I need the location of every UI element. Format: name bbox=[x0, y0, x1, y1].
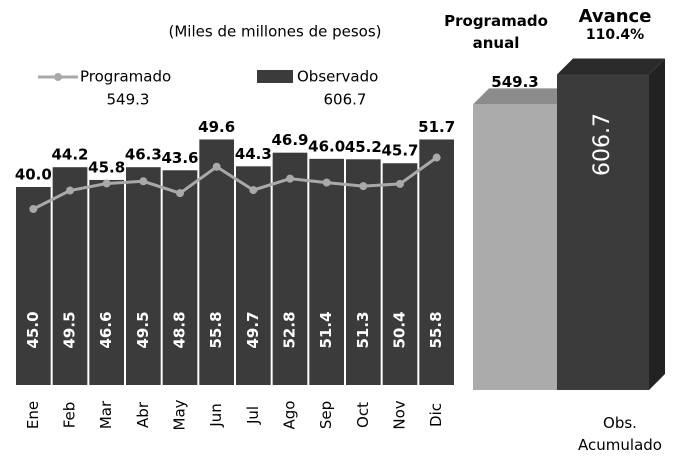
bar bbox=[162, 170, 198, 385]
line-marker bbox=[29, 205, 38, 213]
line bbox=[32, 156, 438, 211]
bar-side bbox=[649, 58, 665, 391]
bar bbox=[89, 179, 124, 385]
bar-value-label: 52.8 bbox=[281, 311, 299, 348]
line-marker bbox=[139, 177, 148, 186]
bar bbox=[557, 74, 649, 391]
line-marker bbox=[212, 162, 221, 171]
line-value-label: 44.2 bbox=[51, 146, 88, 164]
annotation-value: 110.4% bbox=[585, 27, 645, 43]
x-tick-label: Nov bbox=[391, 400, 409, 429]
line-value-label: 49.6 bbox=[198, 118, 235, 136]
bar bbox=[309, 158, 344, 385]
bar-value-label: 50.4 bbox=[391, 311, 409, 348]
line-value-label: 51.7 bbox=[418, 118, 455, 136]
line-marker bbox=[359, 182, 368, 191]
x-tick-label: Sep bbox=[317, 401, 335, 429]
bar-value-label: 51.3 bbox=[354, 311, 372, 348]
legend-total: 549.3 bbox=[107, 91, 150, 109]
bar-value-label: 49.5 bbox=[134, 311, 152, 348]
subtitle: (Miles de millones de pesos) bbox=[169, 23, 382, 41]
line-marker bbox=[286, 174, 294, 183]
x-tick-label: Abr bbox=[134, 401, 152, 428]
bar-value-label: 49.5 bbox=[61, 311, 79, 348]
annotation: Avance bbox=[578, 6, 652, 27]
bar bbox=[473, 104, 557, 390]
bar-value-label: 49.7 bbox=[244, 311, 262, 348]
bar-value-label: 606.7 bbox=[590, 113, 615, 176]
x-tick-label: Mar bbox=[97, 400, 115, 429]
line-value-label: 45.8 bbox=[88, 158, 125, 176]
bar bbox=[346, 159, 381, 385]
bar bbox=[419, 139, 454, 385]
line-marker bbox=[102, 179, 111, 188]
line-value-label: 46.3 bbox=[125, 146, 162, 164]
line-value-label: 46.0 bbox=[308, 137, 345, 155]
legend-label: Observado bbox=[297, 68, 378, 86]
line-value-label: 45.7 bbox=[381, 142, 418, 160]
bar-value-label: 46.6 bbox=[97, 311, 115, 348]
line-marker bbox=[249, 186, 258, 195]
x-tick-label: Jul bbox=[244, 406, 262, 425]
bar-value-label: 55.8 bbox=[207, 311, 225, 348]
bar bbox=[52, 167, 88, 385]
line-marker bbox=[66, 186, 74, 195]
category-label: Programado anual bbox=[444, 12, 548, 52]
x-tick-label: Feb bbox=[61, 402, 79, 429]
bar-value-label: 48.8 bbox=[171, 311, 189, 348]
bar bbox=[236, 166, 271, 385]
bar-value-label: 45.0 bbox=[24, 311, 42, 348]
bar-top bbox=[473, 88, 573, 105]
x-tick-label: Ago bbox=[281, 401, 299, 430]
bar-value-label: 51.4 bbox=[317, 311, 335, 348]
legend-swatch bbox=[257, 70, 293, 83]
line-marker bbox=[176, 189, 184, 198]
x-tick-label: Ene bbox=[24, 401, 42, 429]
bar bbox=[199, 139, 234, 385]
category-label: Obs. Acumulado bbox=[578, 414, 662, 454]
line-marker bbox=[432, 153, 441, 162]
legend-label: Programado bbox=[80, 68, 171, 86]
line-value-label: 40.0 bbox=[15, 166, 52, 184]
line-value-label: 44.3 bbox=[235, 145, 272, 163]
bar-value-label: 55.8 bbox=[427, 311, 445, 348]
legend-total: 606.7 bbox=[324, 91, 367, 109]
line-marker bbox=[322, 178, 331, 187]
line-value-label: 45.2 bbox=[345, 138, 382, 156]
bar-value-label: 549.3 bbox=[491, 73, 538, 91]
legend-marker bbox=[54, 73, 62, 81]
bar bbox=[16, 187, 51, 385]
x-tick-label: Dic bbox=[427, 403, 445, 427]
line-value-label: 46.9 bbox=[271, 131, 308, 149]
bar bbox=[126, 167, 161, 385]
line-marker bbox=[396, 179, 404, 188]
bar bbox=[382, 163, 418, 385]
bar bbox=[272, 152, 308, 385]
bar-top bbox=[557, 58, 665, 75]
line-value-label: 43.6 bbox=[161, 149, 198, 167]
x-tick-label: Oct bbox=[354, 402, 372, 428]
x-tick-label: May bbox=[171, 399, 189, 430]
x-tick-label: Jun bbox=[207, 403, 225, 427]
